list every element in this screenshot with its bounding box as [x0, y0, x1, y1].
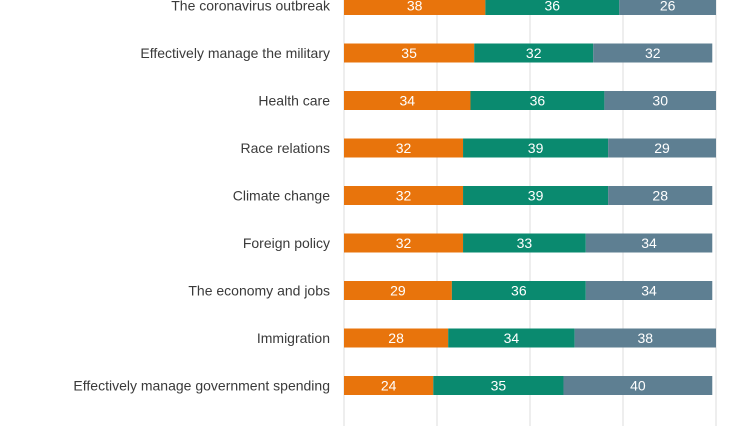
bar-segment	[585, 233, 713, 253]
bar-segment	[344, 233, 464, 253]
bar-segment	[463, 138, 609, 158]
bars	[344, 0, 716, 395]
bar-segment	[344, 186, 464, 205]
value-label: 39	[528, 188, 544, 204]
value-label: 36	[545, 0, 561, 14]
value-label: 35	[401, 45, 417, 61]
bar-segment	[451, 281, 586, 300]
value-label: 34	[641, 283, 657, 299]
value-label: 24	[381, 378, 397, 394]
value-label: 34	[399, 93, 415, 109]
value-label: 32	[645, 45, 661, 61]
value-label: 39	[528, 140, 544, 156]
value-label: 40	[630, 378, 646, 394]
value-label: 34	[641, 235, 657, 251]
bar-segment	[344, 91, 471, 110]
value-label: 38	[407, 0, 423, 14]
bar-segment	[463, 186, 609, 205]
bar-segment	[344, 43, 475, 63]
category-label: The economy and jobs	[188, 283, 330, 299]
bar-segment	[344, 281, 452, 300]
value-label: 34	[504, 330, 520, 346]
value-label: 28	[388, 330, 404, 346]
value-label: 32	[396, 235, 412, 251]
value-label: 29	[390, 283, 406, 299]
value-label: 32	[396, 140, 412, 156]
value-label: 32	[526, 45, 542, 61]
value-label: 28	[652, 188, 668, 204]
value-label: 36	[530, 93, 546, 109]
category-label: The coronavirus outbreak	[171, 0, 331, 14]
gridlines	[343, 0, 717, 426]
bar-segment	[470, 91, 605, 110]
category-label: Effectively manage government spending	[73, 378, 330, 394]
bar-segment	[463, 233, 586, 253]
value-label: 26	[660, 0, 676, 14]
value-label: 38	[638, 330, 654, 346]
bar-segment	[344, 376, 434, 395]
labels: The coronavirus outbreak 38 36 26 Effectivel…	[73, 0, 675, 394]
value-label: 29	[654, 140, 670, 156]
bar-segment	[344, 0, 486, 15]
value-label: 33	[517, 235, 533, 251]
value-label: 35	[491, 378, 507, 394]
bar-segment	[608, 138, 716, 158]
bar-segment	[608, 186, 713, 205]
bar-segment	[344, 328, 449, 348]
value-label: 36	[511, 283, 527, 299]
category-label: Foreign policy	[243, 235, 330, 251]
bar-segment	[485, 0, 620, 15]
bar-segment	[574, 328, 716, 348]
category-label: Effectively manage the military	[140, 45, 330, 61]
bar-segment	[593, 43, 713, 63]
category-label: Immigration	[257, 330, 330, 346]
category-label: Health care	[258, 93, 330, 109]
value-label: 32	[396, 188, 412, 204]
bar-segment	[563, 376, 713, 395]
bar-segment	[344, 138, 464, 158]
category-label: Race relations	[241, 140, 331, 156]
category-label: Climate change	[233, 188, 330, 204]
bar-segment	[474, 43, 594, 63]
bar-segment	[448, 328, 575, 348]
value-label: 30	[652, 93, 668, 109]
bar-segment	[433, 376, 564, 395]
bar-segment	[619, 0, 716, 15]
bar-segment	[585, 281, 713, 300]
bar-segment	[604, 91, 716, 110]
